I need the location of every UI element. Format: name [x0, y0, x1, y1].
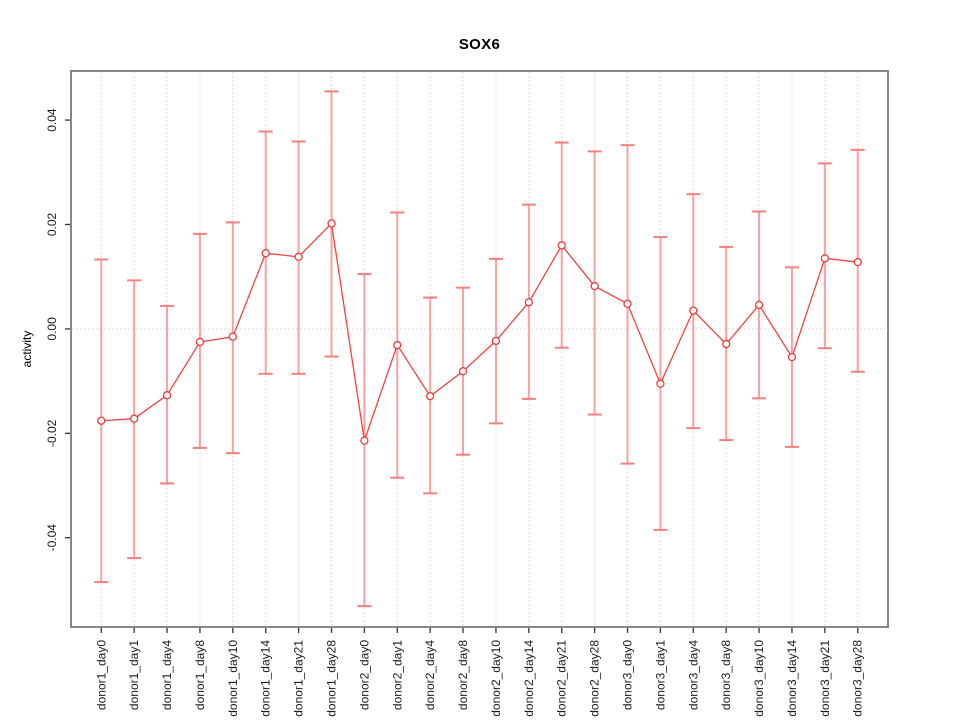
error-bars: [94, 90, 865, 608]
gridlines: [72, 72, 887, 626]
x-tick-label: donor3_day10: [752, 640, 766, 717]
data-point: [754, 300, 764, 310]
axis-ticks: [65, 119, 859, 633]
x-tick-label: donor3_day0: [621, 640, 635, 710]
x-tick-label: donor1_day10: [226, 640, 240, 717]
y-tick-label: 0.00: [45, 317, 59, 341]
x-tick-label: donor3_day1: [653, 640, 667, 710]
x-tick-label: donor2_day1: [390, 640, 404, 710]
x-tick-label: donor3_day8: [719, 640, 733, 710]
data-point: [787, 352, 797, 362]
data-point: [97, 416, 106, 425]
data-point: [129, 414, 139, 423]
x-tick-label: donor2_day21: [555, 640, 569, 717]
chart-title: SOX6: [458, 36, 501, 53]
y-tick-label: 0.04: [45, 108, 59, 132]
series-line: [101, 222, 858, 441]
x-tick-label: donor3_day21: [818, 640, 832, 717]
data-point: [590, 281, 599, 291]
x-tick-label: donor2_day28: [588, 640, 602, 717]
data-point: [623, 299, 632, 308]
plot-border: [70, 70, 889, 628]
data-points: [97, 219, 862, 445]
tick-labels: -0.04 -0.02 0.00 0.02 0.04 donor1_day0 donor1_…: [45, 108, 865, 717]
x-tick-label: donor2_day4: [423, 640, 437, 710]
x-tick-label: donor2_day0: [357, 640, 371, 710]
x-tick-label: donor1_day4: [160, 640, 174, 710]
data-point: [162, 391, 172, 400]
plot-box: [70, 70, 889, 628]
data-point: [458, 367, 468, 376]
data-point: [261, 249, 270, 258]
series-line-group: [101, 222, 858, 441]
data-point: [360, 436, 369, 445]
x-tick-label: donor1_day1: [127, 640, 141, 710]
data-point: [294, 252, 303, 262]
data-point: [524, 298, 533, 307]
x-tick-label: donor2_day14: [522, 640, 536, 717]
x-tick-label: donor1_day28: [324, 640, 338, 717]
data-point: [689, 306, 698, 315]
y-tick-label: -0.04: [45, 524, 59, 552]
data-point: [426, 392, 435, 401]
data-point: [656, 379, 665, 388]
x-tick-label: donor1_day21: [292, 640, 306, 717]
data-point: [853, 257, 862, 267]
x-tick-label: donor3_day14: [785, 640, 799, 717]
y-tick-label: -0.02: [45, 419, 59, 447]
data-point: [491, 336, 501, 346]
data-point: [722, 339, 731, 349]
data-point: [195, 337, 205, 347]
x-tick-label: donor3_day4: [686, 640, 700, 710]
x-tick-label: donor1_day0: [94, 640, 108, 710]
data-point: [557, 241, 566, 250]
x-tick-label: donor3_day28: [851, 640, 865, 717]
data-point: [393, 340, 402, 350]
y-tick-label: 0.02: [45, 212, 59, 236]
data-point: [820, 254, 830, 263]
x-tick-label: donor2_day10: [489, 640, 503, 717]
x-tick-label: donor1_day14: [259, 640, 273, 717]
data-point: [327, 219, 336, 228]
x-tick-label: donor1_day8: [193, 640, 207, 710]
x-tick-label: donor2_day8: [456, 640, 470, 710]
data-point: [228, 332, 237, 341]
